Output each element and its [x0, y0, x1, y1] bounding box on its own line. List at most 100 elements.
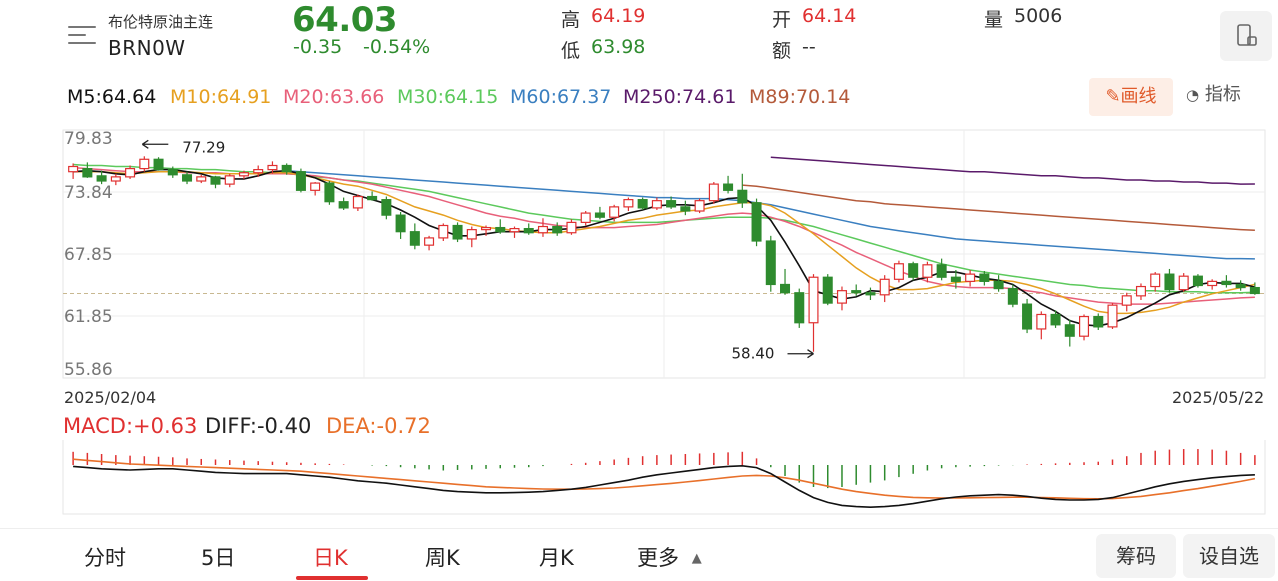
- candle-body: [96, 175, 107, 182]
- candle: [723, 175, 734, 194]
- candle-body: [1207, 280, 1218, 287]
- candle: [167, 166, 178, 178]
- instrument-name: 布伦特原油主连: [108, 13, 214, 31]
- candle: [182, 171, 193, 185]
- candle-body: [82, 167, 93, 178]
- candle-body: [637, 199, 648, 209]
- candle-body: [438, 224, 449, 239]
- y-tick-label: 55.86: [64, 360, 113, 380]
- candle: [1107, 303, 1118, 329]
- low-marker-arrow: [787, 349, 814, 359]
- ma-line-m60: [286, 169, 1255, 260]
- candle: [238, 170, 249, 179]
- candle-body: [1135, 285, 1146, 297]
- candle-body: [281, 164, 292, 173]
- candle-body: [922, 264, 933, 278]
- candle: [153, 157, 164, 171]
- tab-weekly-k[interactable]: 周K: [425, 546, 460, 570]
- candle-body: [780, 283, 791, 294]
- candle: [936, 258, 947, 281]
- tab-intraday[interactable]: 分时: [84, 546, 126, 570]
- landscape-button[interactable]: [1220, 11, 1272, 61]
- draw-line-button[interactable]: ✎画线: [1089, 78, 1173, 116]
- candle-body: [381, 199, 392, 216]
- caret-up-icon: ▲: [691, 551, 702, 566]
- candle: [1050, 310, 1061, 328]
- price-change-pct: -0.54%: [363, 36, 431, 58]
- candle: [965, 269, 976, 287]
- candle: [438, 223, 449, 242]
- macd-chart[interactable]: [0, 440, 1278, 518]
- candle-body: [1249, 286, 1260, 295]
- candle: [82, 162, 93, 178]
- candle: [836, 286, 847, 311]
- y-tick-label: 67.85: [64, 245, 113, 265]
- indicator-button[interactable]: ◔ 指标: [1186, 80, 1241, 106]
- candle-body: [452, 224, 463, 240]
- high-label: 高: [561, 9, 581, 31]
- candle: [566, 219, 577, 235]
- divider: [0, 528, 1278, 529]
- candle-body: [1107, 304, 1118, 328]
- candle: [851, 284, 862, 296]
- candle: [737, 173, 748, 208]
- candle: [110, 173, 121, 186]
- candle: [509, 226, 520, 238]
- candle-body: [167, 169, 178, 176]
- ma5-label: M5:64.64: [67, 86, 157, 108]
- ma20-label: M20:63.66: [283, 86, 385, 108]
- candle: [537, 218, 548, 237]
- candle-body: [367, 195, 378, 201]
- candle-body: [1192, 275, 1203, 287]
- candle-body: [352, 195, 363, 209]
- candle-body: [1064, 324, 1075, 337]
- add-watchlist-button[interactable]: 设自选: [1183, 534, 1275, 578]
- candle-body: [1121, 295, 1132, 306]
- tab-more[interactable]: 更多 ▲: [637, 542, 702, 572]
- candle-body: [68, 165, 79, 173]
- candle-body: [765, 240, 776, 286]
- diff-line: [73, 464, 1255, 509]
- ma89-label: M89:70.14: [749, 86, 851, 108]
- menu-icon[interactable]: [68, 24, 96, 46]
- candle: [950, 269, 961, 289]
- open-value: 64.14: [802, 5, 857, 27]
- candle: [210, 175, 221, 189]
- candle-body: [125, 167, 136, 178]
- candle: [1093, 313, 1104, 330]
- tab-more-label: 更多: [637, 546, 679, 570]
- amount-label: 额: [772, 40, 792, 62]
- low-label: 低: [561, 40, 581, 62]
- candle-body: [851, 290, 862, 294]
- high-marker-label: 77.29: [182, 138, 225, 156]
- candle-body: [1022, 303, 1033, 330]
- tab-monthly-k[interactable]: 月K: [539, 546, 574, 570]
- candle: [609, 204, 620, 222]
- candle: [424, 235, 435, 251]
- candle-body: [594, 212, 605, 218]
- candle: [751, 198, 762, 247]
- candle: [125, 165, 136, 179]
- candle: [495, 219, 506, 234]
- dea-value-label: DEA:-0.72: [326, 414, 431, 438]
- tab-daily-k[interactable]: 日K: [313, 546, 348, 570]
- price-change: -0.35: [293, 36, 343, 58]
- candle-body: [409, 231, 420, 246]
- draw-line-label: 画线: [1120, 86, 1157, 107]
- candle-body: [537, 225, 548, 234]
- candle: [381, 196, 392, 220]
- candle-body: [424, 237, 435, 246]
- candle-body: [979, 273, 990, 282]
- chips-button[interactable]: 筹码: [1096, 534, 1176, 578]
- high-marker-arrow: [141, 139, 169, 149]
- candle-body: [481, 226, 492, 231]
- amount-value: --: [802, 36, 816, 58]
- candle: [580, 211, 591, 226]
- candlestick-chart[interactable]: 79.83 73.84 67.85 61.85 55.86 77.29 58.40: [0, 120, 1278, 390]
- candle: [765, 235, 776, 292]
- tab-5day[interactable]: 5日: [201, 546, 236, 570]
- candle-body: [495, 226, 506, 233]
- candle: [452, 222, 463, 243]
- candle-body: [666, 200, 677, 208]
- candle-body: [395, 214, 406, 233]
